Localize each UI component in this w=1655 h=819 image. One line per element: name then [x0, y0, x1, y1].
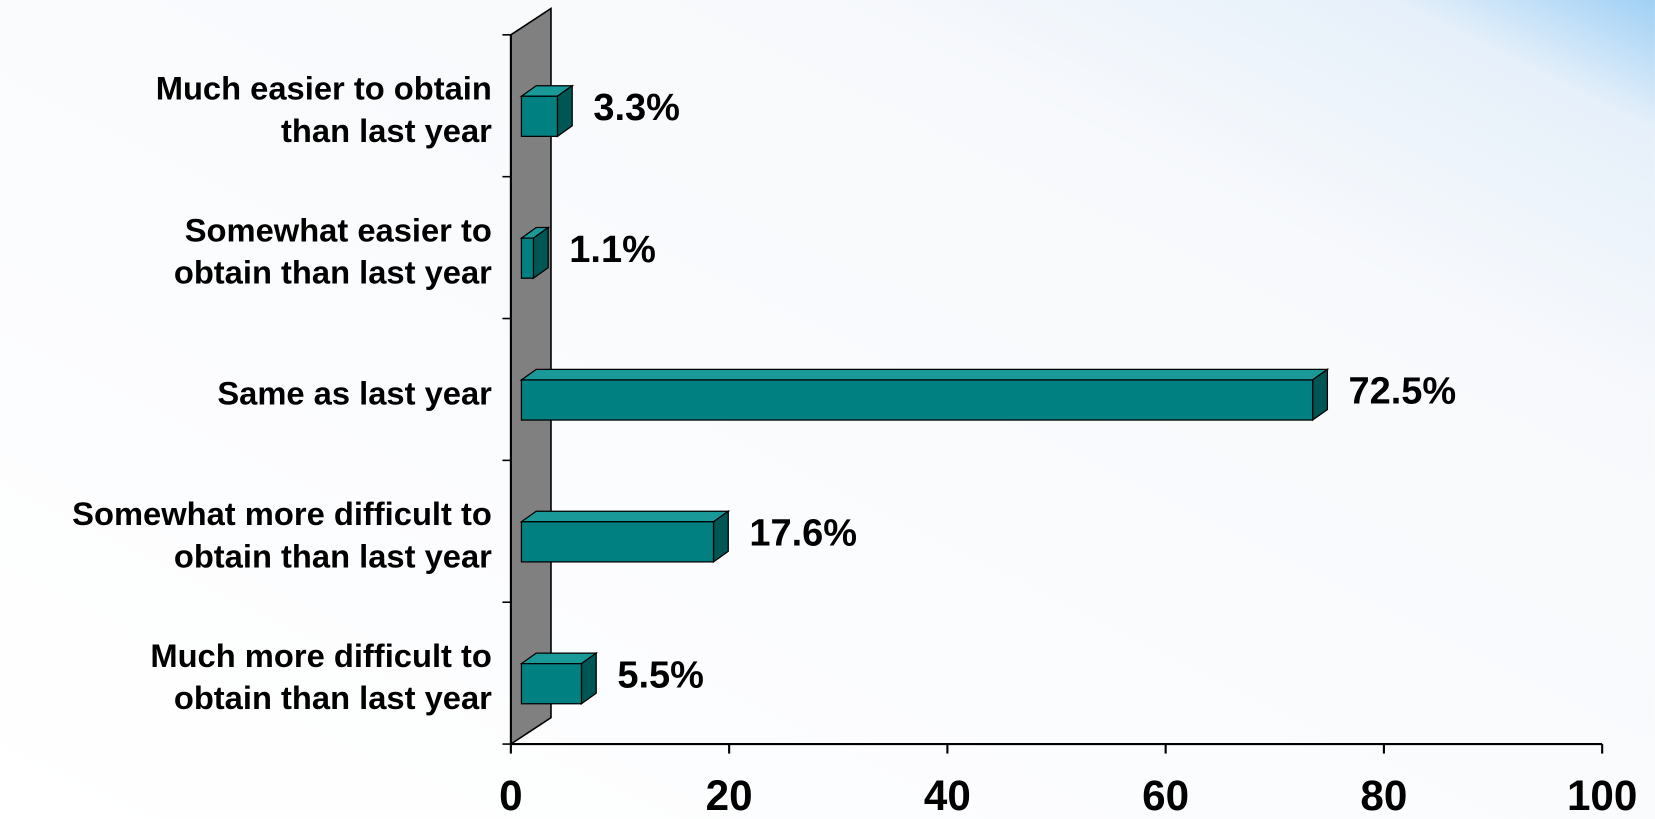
category-label: Same as last year	[217, 374, 492, 411]
value-label: 72.5%	[1349, 371, 1457, 413]
value-label: 5.5%	[617, 654, 704, 696]
bar-front	[520, 95, 559, 137]
value-label: 1.1%	[569, 229, 656, 271]
x-tick-label: 0	[499, 772, 522, 819]
category-label: obtain than last year	[174, 254, 492, 291]
category-label: obtain than last year	[174, 679, 492, 716]
bar-front	[520, 237, 535, 279]
bar	[519, 226, 551, 280]
category-label: than last year	[281, 112, 492, 149]
x-tick-label: 80	[1360, 772, 1407, 819]
x-tick-label: 20	[706, 772, 753, 819]
bar-top	[519, 368, 1330, 381]
bar-front	[520, 521, 715, 563]
bar-front	[520, 379, 1314, 421]
bar	[519, 651, 599, 705]
category-label: Somewhat easier to	[185, 211, 492, 248]
bar-top	[519, 510, 731, 523]
x-tick-label: 100	[1567, 772, 1637, 819]
value-label: 3.3%	[593, 87, 680, 129]
bar-front	[520, 663, 583, 705]
x-tick-label: 40	[924, 772, 971, 819]
bar	[519, 368, 1330, 422]
x-tick-label: 60	[1142, 772, 1189, 819]
category-label: Much easier to obtain	[156, 70, 492, 107]
bar	[519, 84, 575, 138]
value-label: 17.6%	[749, 513, 857, 555]
bar	[519, 510, 731, 564]
category-label: Much more difficult to	[150, 637, 492, 674]
category-label: obtain than last year	[174, 537, 492, 574]
category-label: Somewhat more difficult to	[72, 495, 492, 532]
